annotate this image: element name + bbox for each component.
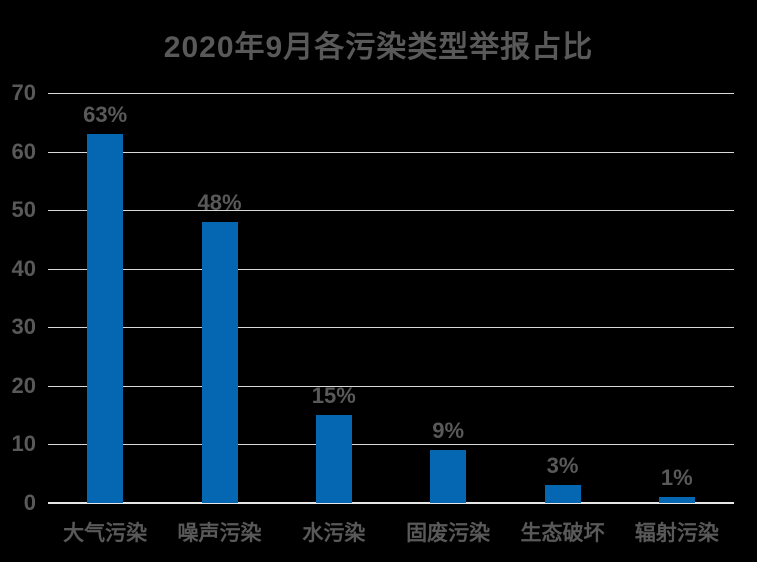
gridline (48, 151, 734, 153)
y-axis-tick-label: 40 (11, 255, 36, 281)
chart-title: 2020年9月各污染类型举报占比 (163, 31, 594, 64)
gridline (48, 444, 734, 446)
gridline (48, 327, 734, 329)
y-axis-tick-label: 0 (23, 490, 36, 515)
gridline (48, 93, 734, 94)
plot-area: 63% 48% 15% 9% 3% 1% (48, 93, 734, 504)
bar (544, 485, 581, 503)
bar (201, 221, 238, 503)
x-axis-label: 水污染 (302, 522, 366, 545)
y-axis-tick-label: 30 (11, 314, 36, 340)
x-axis-label: 固废污染 (406, 522, 491, 545)
bar-value-label: 15% (311, 383, 356, 409)
bar (87, 134, 124, 503)
y-axis: 0 10 20 30 40 50 60 70 (0, 82, 36, 514)
y-axis-tick-label: 10 (11, 431, 36, 457)
y-axis-tick-label: 70 (11, 80, 36, 105)
y-axis-tick-label: 50 (11, 197, 36, 223)
x-axis-line (48, 502, 734, 504)
gridline (48, 268, 734, 270)
x-axis: 大气污染 噪声污染 水污染 固废污染 生态破坏 辐射污染 (48, 503, 734, 562)
y-axis-tick-label: 60 (11, 138, 36, 164)
bar (430, 450, 467, 503)
x-axis-label: 辐射污染 (634, 522, 719, 545)
x-axis-label: 大气污染 (63, 522, 148, 545)
bar-value-label: 48% (197, 189, 242, 215)
bar (315, 415, 352, 503)
x-axis-label: 生态破坏 (520, 522, 605, 545)
bar (658, 497, 695, 503)
x-axis-label: 噪声污染 (177, 522, 262, 545)
bar-value-label: 63% (83, 102, 128, 127)
gridline (48, 210, 734, 212)
gridline (48, 385, 734, 387)
y-axis-tick-label: 20 (11, 372, 36, 398)
bar-value-label: 9% (432, 418, 465, 444)
bar-value-label: 1% (660, 465, 693, 491)
bar-value-label: 3% (546, 453, 579, 479)
